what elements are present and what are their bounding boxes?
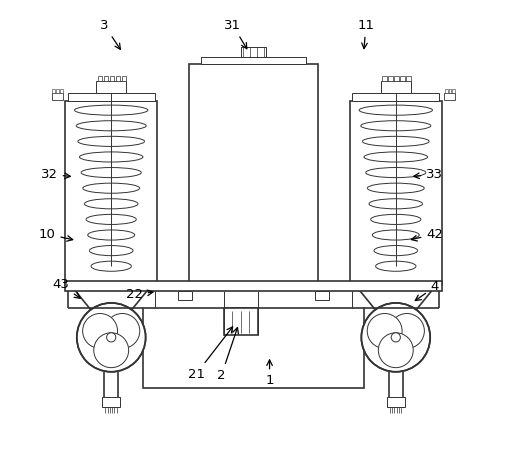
- Text: 2: 2: [217, 328, 238, 382]
- Bar: [315, 291, 329, 300]
- Bar: [352, 93, 440, 101]
- Text: 4: 4: [415, 280, 439, 301]
- Text: 1: 1: [265, 360, 274, 387]
- Text: 32: 32: [41, 168, 70, 181]
- Bar: [394, 76, 399, 81]
- Bar: [52, 93, 63, 100]
- Bar: [110, 76, 114, 81]
- Bar: [52, 89, 55, 93]
- Bar: [116, 76, 120, 81]
- Circle shape: [361, 303, 430, 372]
- Text: 11: 11: [357, 19, 375, 49]
- Circle shape: [378, 333, 413, 368]
- Bar: [103, 76, 108, 81]
- Circle shape: [105, 313, 140, 348]
- Bar: [143, 308, 364, 388]
- Bar: [381, 81, 411, 93]
- Bar: [388, 76, 393, 81]
- Bar: [449, 89, 451, 93]
- Bar: [382, 76, 387, 81]
- Bar: [67, 93, 155, 101]
- Bar: [444, 93, 455, 100]
- Bar: [400, 76, 405, 81]
- Bar: [189, 64, 318, 285]
- Bar: [201, 57, 306, 64]
- Text: 42: 42: [411, 228, 443, 241]
- Circle shape: [83, 313, 118, 348]
- Bar: [406, 76, 411, 81]
- Bar: [452, 89, 455, 93]
- Bar: [96, 81, 126, 93]
- Circle shape: [391, 333, 401, 342]
- Circle shape: [389, 313, 424, 348]
- Polygon shape: [355, 285, 437, 324]
- Bar: [387, 397, 405, 407]
- Text: 33: 33: [414, 168, 443, 181]
- Polygon shape: [70, 285, 152, 324]
- Bar: [65, 281, 442, 291]
- Text: 21: 21: [188, 327, 233, 381]
- Circle shape: [77, 303, 146, 372]
- Bar: [98, 76, 102, 81]
- Bar: [224, 308, 258, 335]
- Bar: [178, 291, 192, 300]
- Bar: [241, 47, 266, 57]
- Bar: [122, 76, 126, 81]
- Circle shape: [106, 333, 116, 342]
- Bar: [60, 89, 62, 93]
- Text: 43: 43: [52, 278, 80, 298]
- Bar: [350, 101, 442, 285]
- Bar: [102, 397, 120, 407]
- Text: 10: 10: [39, 228, 73, 241]
- Text: 31: 31: [224, 19, 247, 49]
- Bar: [445, 89, 448, 93]
- Text: 3: 3: [100, 19, 120, 49]
- Circle shape: [94, 333, 129, 368]
- Text: 22: 22: [126, 288, 153, 301]
- Bar: [65, 101, 157, 285]
- Bar: [56, 89, 59, 93]
- Circle shape: [367, 313, 402, 348]
